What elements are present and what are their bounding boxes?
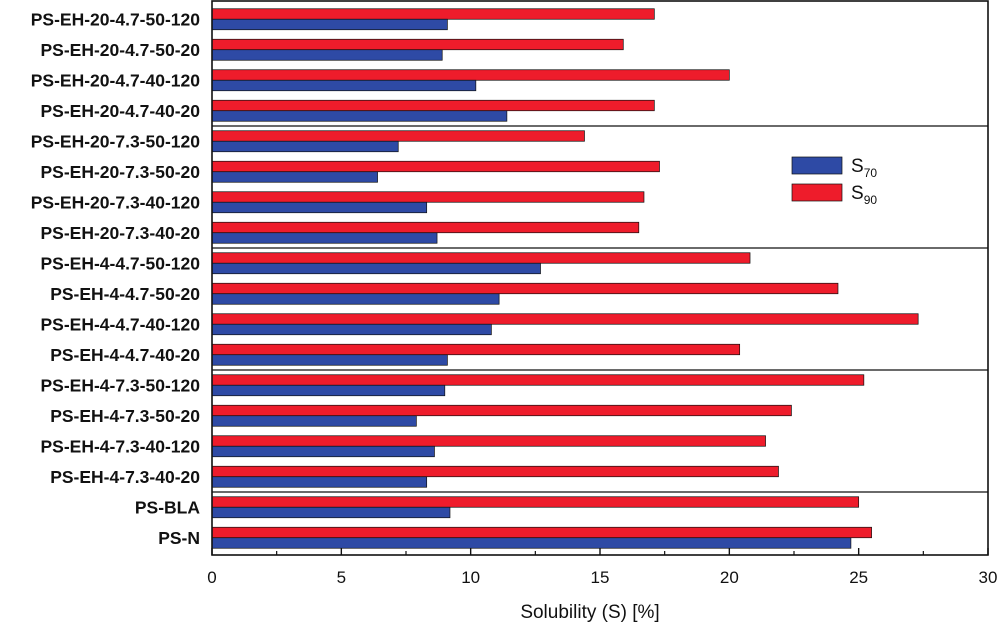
- bar-s70: [211, 323, 492, 336]
- category-label: PS-EH-20-7.3-40-120: [31, 192, 201, 212]
- bar-s70: [211, 506, 451, 519]
- legend-subscript: 70: [864, 166, 878, 180]
- bar-s70: [211, 445, 435, 458]
- category-label: PS-EH-4-4.7-50-120: [40, 253, 200, 273]
- bar-s70: [211, 384, 446, 397]
- bar-s70: [211, 476, 428, 488]
- bar-s90: [211, 221, 640, 234]
- bar-s70: [211, 262, 541, 275]
- bar-s90: [211, 191, 645, 203]
- x-tick-label: 20: [720, 568, 739, 587]
- category-label: PS-EH-4-4.7-50-20: [50, 284, 200, 304]
- bars-group: [211, 8, 919, 549]
- category-label: PS-EH-4-4.7-40-120: [40, 314, 200, 334]
- bar-s90: [211, 99, 655, 112]
- x-axis-ticks: 0 5 10 15 20 25 30: [207, 548, 997, 587]
- category-label: PS-BLA: [135, 497, 201, 517]
- category-label: PS-EH-20-4.7-40-120: [31, 70, 201, 90]
- bar-s90: [211, 526, 872, 539]
- bar-s90: [211, 38, 624, 51]
- bar-s90: [211, 465, 779, 478]
- legend-swatch-s70: [791, 156, 843, 175]
- category-labels: PS-EH-20-4.7-50-120 PS-EH-20-4.7-50-20 PS-…: [31, 9, 201, 548]
- bar-s70: [211, 171, 378, 183]
- bar-s90: [211, 343, 741, 356]
- bar-s90: [211, 69, 730, 81]
- category-label: PS-EH-4-7.3-40-120: [40, 436, 200, 456]
- category-label: PS-EH-20-4.7-50-20: [40, 40, 200, 60]
- category-label: PS-EH-20-4.7-50-120: [31, 9, 201, 29]
- x-tick-label: 15: [591, 568, 610, 587]
- category-label: PS-EH-4-7.3-40-20: [50, 467, 200, 487]
- x-axis-title: Solubility (S) [%]: [520, 602, 659, 623]
- category-label: PS-EH-4-7.3-50-20: [50, 406, 200, 426]
- x-tick-label: 30: [979, 568, 998, 587]
- bar-s70: [211, 49, 443, 61]
- bar-s90: [211, 282, 839, 295]
- legend-main: S: [851, 183, 864, 204]
- category-label: PS-EH-4-4.7-40-20: [50, 345, 200, 365]
- legend-label-s70: S70: [851, 156, 877, 180]
- bar-s90: [211, 496, 860, 508]
- category-label: PS-N: [158, 528, 200, 548]
- legend-label-s90: S90: [851, 183, 877, 207]
- bar-s70: [211, 293, 500, 305]
- legend-main: S: [851, 156, 864, 177]
- bar-s90: [211, 404, 792, 417]
- bar-s90: [211, 252, 751, 264]
- bar-s90: [211, 8, 655, 20]
- bar-s70: [211, 537, 852, 549]
- bar-s90: [211, 374, 865, 386]
- category-label: PS-EH-20-7.3-50-120: [31, 131, 201, 151]
- bar-s70: [211, 415, 417, 427]
- x-tick-label: 25: [849, 568, 868, 587]
- legend-swatch-s90: [791, 183, 843, 202]
- x-tick-label: 0: [207, 568, 216, 587]
- bar-s70: [211, 110, 508, 122]
- bar-s70: [211, 18, 448, 31]
- x-tick-label: 5: [337, 568, 346, 587]
- bar-s70: [211, 232, 438, 244]
- bar-s70: [211, 79, 477, 92]
- category-label: PS-EH-4-7.3-50-120: [40, 375, 200, 395]
- category-label: PS-EH-20-7.3-40-20: [40, 223, 200, 243]
- bar-s90: [211, 313, 919, 325]
- bar-s70: [211, 140, 399, 153]
- bar-s70: [211, 201, 428, 214]
- category-label: PS-EH-20-4.7-40-20: [40, 101, 200, 121]
- group-separators: [212, 125, 988, 493]
- legend-subscript: 90: [864, 193, 878, 207]
- category-label: PS-EH-20-7.3-50-20: [40, 162, 200, 182]
- bar-s90: [211, 130, 585, 142]
- bar-s70: [211, 354, 448, 366]
- x-tick-label: 10: [461, 568, 480, 587]
- bar-s90: [211, 160, 660, 173]
- bar-s90: [211, 435, 766, 447]
